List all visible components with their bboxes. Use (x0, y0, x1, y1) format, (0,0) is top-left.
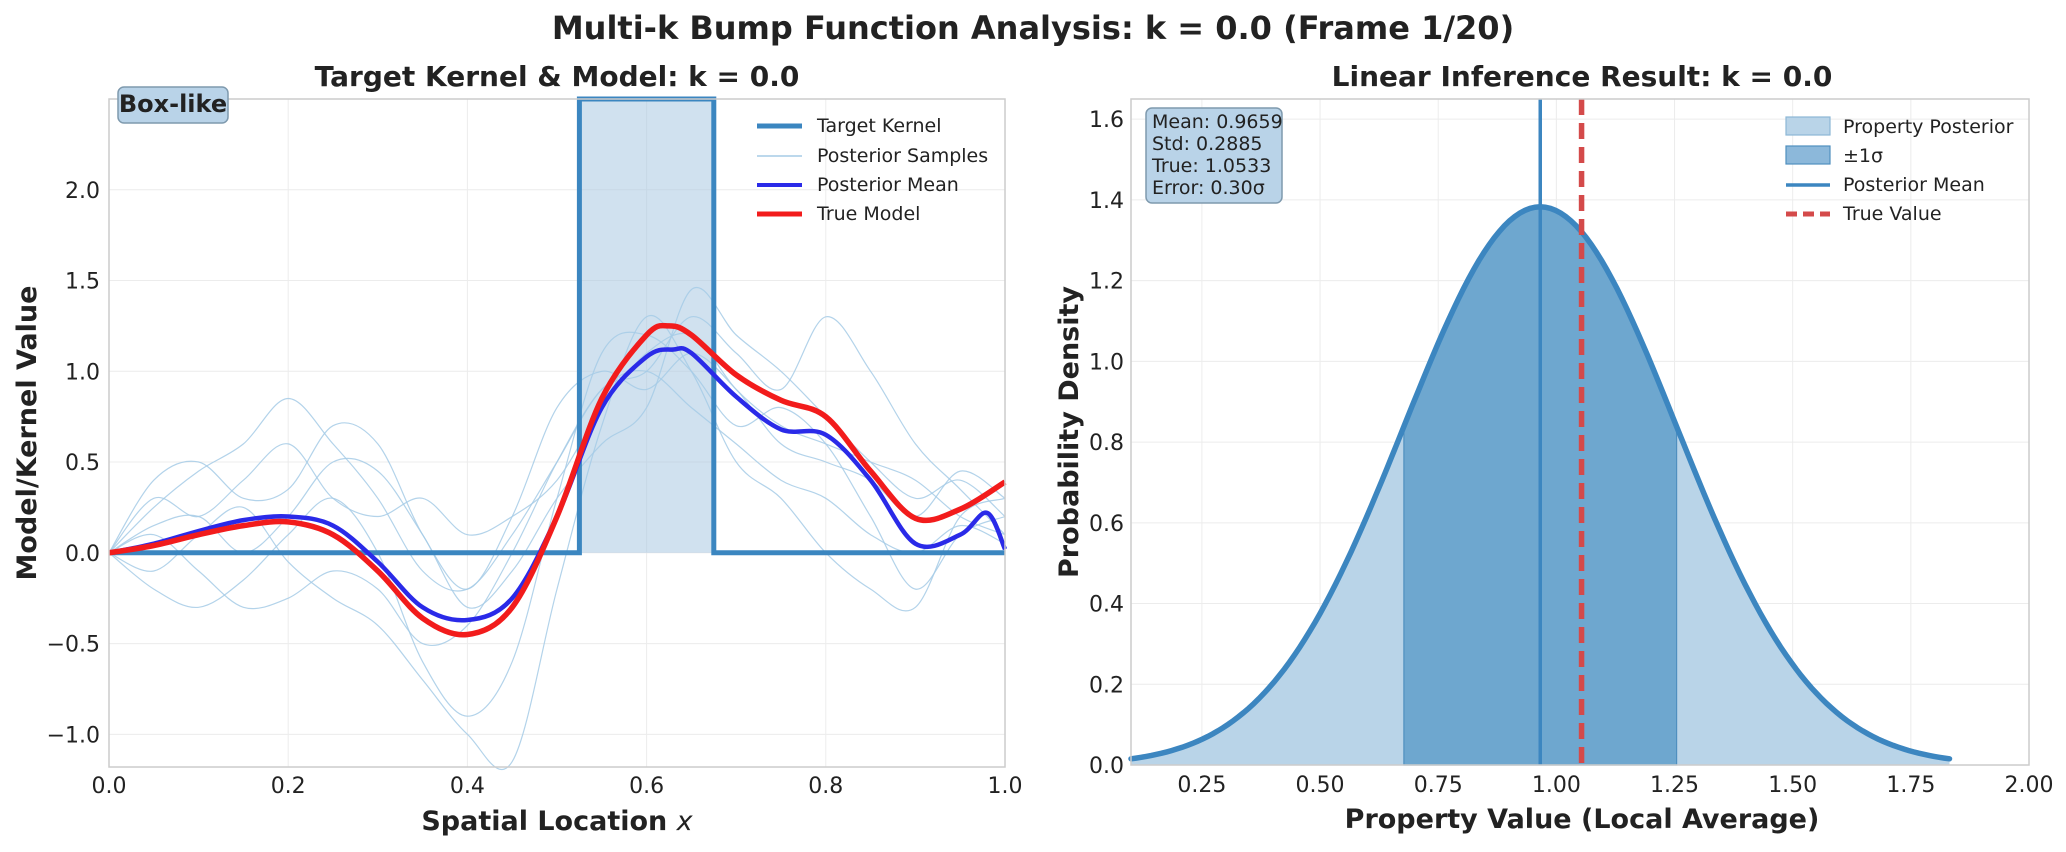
right-x-tick-5: 1.50 (1768, 773, 1817, 798)
right-panel: Linear Inference Result: k = 0.0 0.25 0.5… (1054, 60, 2053, 835)
right-y-tick-labels: 0.0 0.2 0.4 0.6 0.8 1.0 1.2 1.4 1.6 (1089, 108, 1124, 779)
left-posterior-samples (108, 286, 1006, 770)
stat-mean: Mean: 0.9659 (1152, 111, 1283, 133)
left-x-tick-4: 0.8 (808, 774, 843, 799)
left-y-tick-5: 1.5 (65, 270, 100, 295)
left-panel: Target Kernel & Model: k = 0.0 0.0 0.2 0.4… (12, 60, 1023, 837)
legend-label-posterior-mean-right: Posterior Mean (1843, 174, 1985, 196)
right-x-tick-6: 1.75 (1886, 773, 1935, 798)
legend-label-posterior-samples: Posterior Samples (817, 145, 988, 167)
left-y-tick-0: −1.0 (47, 723, 100, 748)
posterior-sample-line-4 (108, 286, 1006, 609)
left-badge: Box-like (117, 86, 229, 124)
legend-label-posterior-mean: Posterior Mean (817, 174, 959, 196)
left-y-tick-2: 0.0 (65, 542, 100, 567)
left-x-tick-1: 0.2 (271, 774, 306, 799)
left-kernel-fill (579, 99, 714, 553)
right-y-tick-7: 1.4 (1089, 189, 1124, 214)
left-plot-frame (108, 98, 1006, 768)
legend-label-property-posterior: Property Posterior (1843, 116, 2014, 138)
posterior-sample-line-2 (108, 352, 1006, 590)
posterior-sample-line-5 (108, 369, 1006, 647)
left-x-tick-labels: 0.0 0.2 0.4 0.6 0.8 1.0 (92, 774, 1023, 799)
right-x-tick-labels: 0.25 0.50 0.75 1.00 1.25 1.50 1.75 2.00 (1177, 773, 2053, 798)
target-kernel-line (109, 96, 1005, 556)
posterior-sample-line-3 (108, 314, 1006, 770)
legend-label-target-kernel: Target Kernel (816, 115, 942, 137)
left-y-tick-4: 1.0 (65, 360, 100, 385)
left-y-axis-title: Model/Kernel Value (12, 286, 43, 581)
right-y-axis-title: Probability Density (1054, 286, 1085, 578)
right-x-axis-title: Property Value (Local Average) (1345, 804, 1820, 835)
true-model-line (108, 322, 1007, 638)
legend-swatch-sigma (1785, 145, 1831, 165)
figure-suptitle: Multi-k Bump Function Analysis: k = 0.0 … (552, 9, 1514, 47)
right-y-tick-5: 1.0 (1089, 350, 1124, 375)
right-y-tick-0: 0.0 (1089, 754, 1124, 779)
stat-error: Error: 0.30σ (1152, 177, 1265, 199)
right-y-tick-6: 1.2 (1089, 270, 1124, 295)
right-x-tick-1: 0.50 (1296, 773, 1345, 798)
right-plot-frame (1130, 98, 2030, 766)
right-x-tick-4: 1.25 (1650, 773, 1699, 798)
stat-std: Std: 0.2885 (1152, 133, 1263, 155)
posterior-sample-line-0 (108, 316, 1006, 592)
right-x-tick-3: 1.00 (1532, 773, 1581, 798)
left-x-axis-title: Spatial Location x (421, 806, 693, 837)
right-x-tick-7: 2.00 (2005, 773, 2054, 798)
right-x-tick-0: 0.25 (1177, 773, 1226, 798)
left-gridlines (108, 99, 1006, 767)
left-y-tick-3: 0.5 (65, 451, 100, 476)
right-y-tick-1: 0.2 (1089, 673, 1124, 698)
left-y-tick-labels: −1.0 −0.5 0.0 0.5 1.0 1.5 2.0 (47, 179, 100, 749)
left-panel-title: Target Kernel & Model: k = 0.0 (315, 60, 800, 93)
right-y-tick-8: 1.6 (1089, 108, 1124, 133)
left-y-tick-6: 2.0 (65, 179, 100, 204)
legend-label-sigma: ±1σ (1843, 145, 1883, 167)
left-x-tick-0: 0.0 (92, 774, 127, 799)
legend-swatch-property-posterior (1785, 116, 1831, 136)
left-legend: Target Kernel Posterior Samples Posterio… (757, 115, 988, 225)
posterior-mean-line (108, 345, 1008, 623)
left-x-tick-3: 0.6 (629, 774, 664, 799)
stat-true: True: 1.0533 (1151, 155, 1271, 177)
right-x-tick-2: 0.75 (1414, 773, 1463, 798)
legend-label-true-value: True Value (1842, 203, 1942, 225)
legend-label-true-model: True Model (816, 203, 920, 225)
stats-box: Mean: 0.9659 Std: 0.2885 True: 1.0533 Er… (1145, 107, 1283, 204)
left-y-tick-1: −0.5 (47, 633, 100, 658)
right-y-tick-4: 0.8 (1089, 431, 1124, 456)
badge-box (117, 86, 229, 124)
right-panel-title: Linear Inference Result: k = 0.0 (1332, 60, 1833, 93)
stats-box-background (1145, 107, 1283, 204)
right-density-lines (1128, 99, 1953, 765)
left-x-tick-2: 0.4 (450, 774, 485, 799)
badge-label: Box-like (119, 90, 227, 118)
right-legend: Property Posterior ±1σ Posterior Mean Tr… (1785, 116, 2014, 225)
left-x-tick-5: 1.0 (988, 774, 1023, 799)
kernel-box-fill (579, 99, 714, 553)
right-y-tick-2: 0.4 (1089, 593, 1124, 618)
right-y-tick-3: 0.6 (1089, 512, 1124, 537)
